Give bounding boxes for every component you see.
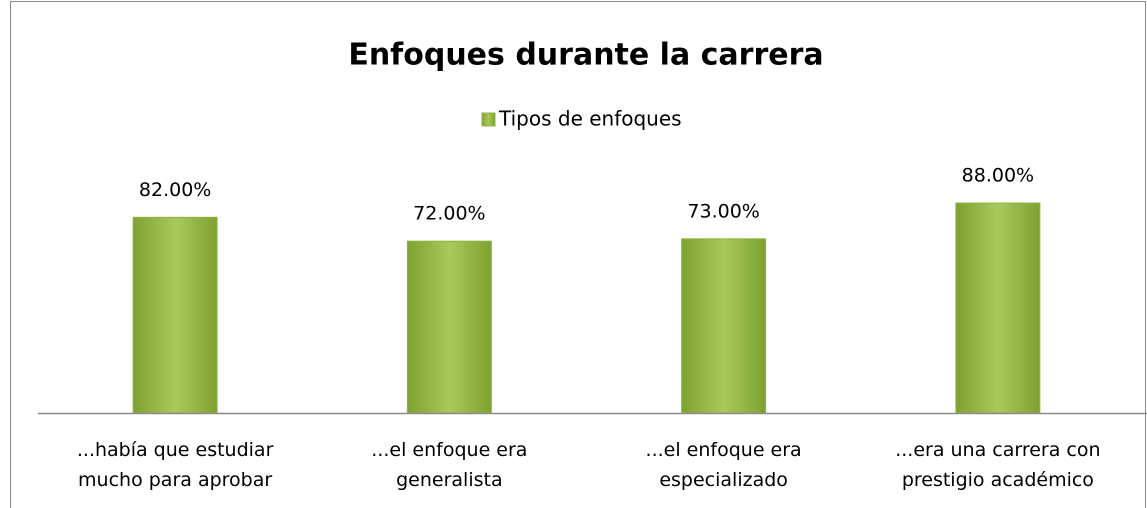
data-label: 72.00% — [413, 203, 485, 225]
data-label: 88.00% — [962, 165, 1034, 187]
x-tick-label: ...era una carrera con prestigio académi… — [895, 439, 1101, 491]
bar — [406, 240, 492, 414]
x-tick-label: ...había que estudiar mucho para aprobar — [76, 439, 274, 491]
chart-title: Enfoques durante la carrera — [348, 38, 823, 73]
bar — [132, 216, 218, 414]
x-tick-label: ...el enfoque era especializado — [645, 439, 802, 491]
data-label: 82.00% — [139, 179, 211, 201]
legend-label: Tipos de enfoques — [498, 107, 682, 131]
bar — [681, 238, 767, 414]
x-tick-label: ...el enfoque era generalista — [371, 439, 528, 491]
data-label: 73.00% — [687, 200, 759, 222]
bar — [955, 202, 1041, 414]
legend-swatch — [481, 112, 496, 127]
